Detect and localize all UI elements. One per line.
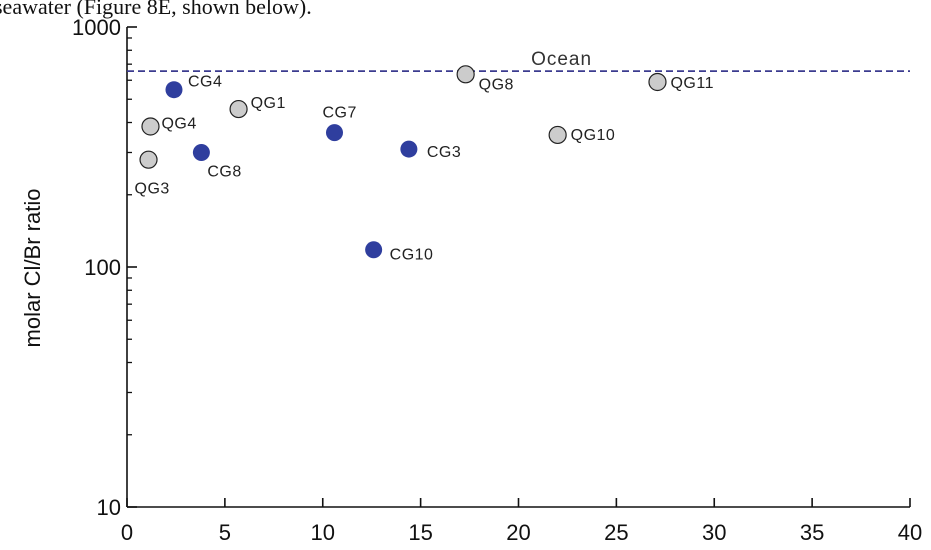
point-qg11 <box>648 72 667 92</box>
point-label-cg4: CG4 <box>188 74 222 91</box>
x-tick-label: 30 <box>702 520 726 545</box>
point-qg1 <box>229 99 248 119</box>
point-qg4 <box>141 117 160 136</box>
x-tick-label: 10 <box>311 520 335 545</box>
point-cg8 <box>192 143 210 161</box>
x-tick-label: 5 <box>219 520 231 545</box>
point-label-cg10: CG10 <box>390 247 434 264</box>
point-label-qg8: QG8 <box>479 76 514 93</box>
point-label-qg10: QG10 <box>571 127 616 144</box>
x-tick-label: 20 <box>506 520 530 545</box>
y-axis-title: molar Cl/Br ratio <box>20 189 45 348</box>
x-tick-label: 40 <box>898 520 922 545</box>
point-cg3 <box>400 140 418 158</box>
x-tick-label: 0 <box>121 520 133 545</box>
point-label-qg3: QG3 <box>135 181 170 198</box>
point-qg3 <box>139 150 158 169</box>
point-label-cg8: CG8 <box>207 163 241 180</box>
point-qg8 <box>456 65 475 84</box>
point-qg10 <box>548 125 567 145</box>
point-cg4 <box>165 81 183 99</box>
ocean-reference: Ocean <box>127 49 910 73</box>
data-points: CG4 CG8 CG7 CG3 CG10 QG3 QG4 QG1 QG8 QG10 QG11 <box>135 65 714 264</box>
ocean-label: Ocean <box>531 49 592 70</box>
point-label-qg4: QG4 <box>161 115 196 132</box>
x-tick-label: 35 <box>800 520 824 545</box>
y-tick-label: 1000 <box>72 15 121 40</box>
x-tick-label: 15 <box>408 520 432 545</box>
point-label-cg3: CG3 <box>427 144 461 161</box>
point-label-qg1: QG1 <box>251 95 286 112</box>
point-cg10 <box>365 241 383 259</box>
point-label-qg11: QG11 <box>670 75 714 92</box>
y-tick-label: 100 <box>84 255 121 280</box>
header-caption: seawater (Figure 8E, shown below). <box>0 0 312 19</box>
axes: 10 100 1000 0 5 10 15 20 25 30 35 40 <box>72 15 922 545</box>
point-label-cg7: CG7 <box>322 105 356 122</box>
y-tick-label: 10 <box>97 495 121 520</box>
point-cg7 <box>325 124 343 142</box>
x-tick-label: 25 <box>604 520 628 545</box>
